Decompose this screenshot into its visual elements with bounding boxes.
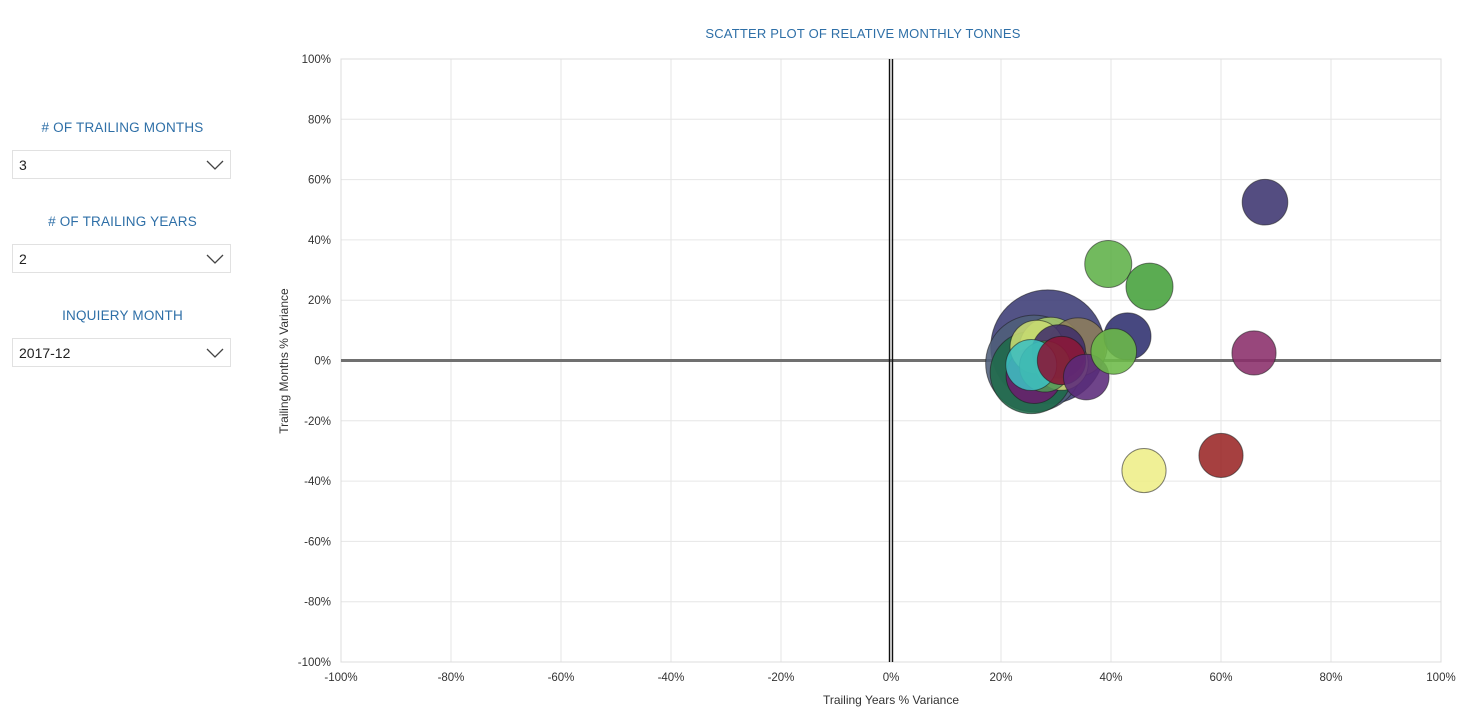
x-tick-label: 60% <box>1209 672 1232 684</box>
x-tick-label: -80% <box>438 672 465 684</box>
y-tick-label: -80% <box>304 597 331 609</box>
x-tick-label: -40% <box>658 672 685 684</box>
chevron-down-icon <box>206 160 224 170</box>
inquiry-month-label: INQUIERY MONTH <box>62 308 183 323</box>
trailing-years-dropdown[interactable]: 2 <box>12 244 231 273</box>
y-tick-label: -60% <box>304 536 331 548</box>
chevron-down-icon <box>206 254 224 264</box>
x-tick-label: -60% <box>548 672 575 684</box>
data-point <box>1084 240 1133 289</box>
y-tick-label: 80% <box>308 114 331 126</box>
chart-title: SCATTER PLOT OF RELATIVE MONTHLY TONNES <box>705 26 1020 41</box>
y-tick-label: 0% <box>314 356 331 368</box>
trailing-months-label: # OF TRAILING MONTHS <box>41 120 204 135</box>
data-point <box>1231 330 1277 376</box>
y-tick-label: 40% <box>308 235 331 247</box>
data-point <box>1125 262 1174 311</box>
chevron-down-icon <box>206 348 224 358</box>
data-point <box>1241 178 1289 226</box>
trailing-months-dropdown[interactable]: 3 <box>12 150 231 179</box>
data-point <box>1090 328 1138 375</box>
trailing-years-value: 2 <box>19 251 27 267</box>
trailing-months-value: 3 <box>19 157 27 173</box>
x-axis-title: Trailing Years % Variance <box>823 693 959 707</box>
trailing-years-label: # OF TRAILING YEARS <box>48 214 197 229</box>
y-tick-label: -100% <box>298 657 331 669</box>
y-tick-label: 60% <box>308 175 331 187</box>
data-point <box>1121 447 1167 494</box>
inquiry-month-value: 2017-12 <box>19 345 71 361</box>
data-point <box>1198 432 1244 479</box>
x-tick-label: 0% <box>883 672 900 684</box>
y-tick-label: 20% <box>308 295 331 307</box>
y-tick-label: -20% <box>304 416 331 428</box>
x-tick-label: 40% <box>1099 672 1122 684</box>
inquiry-month-dropdown[interactable]: 2017-12 <box>12 338 231 367</box>
x-tick-label: 100% <box>1426 672 1455 684</box>
x-tick-label: 80% <box>1319 672 1342 684</box>
y-tick-label: 100% <box>302 54 331 66</box>
y-tick-label: -40% <box>304 476 331 488</box>
x-tick-label: -100% <box>324 672 357 684</box>
x-tick-label: 20% <box>989 672 1012 684</box>
y-axis-title: Trailing Months % Variance <box>277 288 291 434</box>
x-tick-label: -20% <box>768 672 795 684</box>
